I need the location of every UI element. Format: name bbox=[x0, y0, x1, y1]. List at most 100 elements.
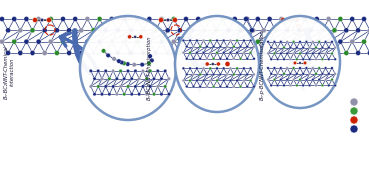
Circle shape bbox=[206, 57, 208, 60]
Circle shape bbox=[242, 79, 245, 82]
Ellipse shape bbox=[175, 16, 259, 112]
Circle shape bbox=[226, 85, 228, 88]
Circle shape bbox=[324, 52, 327, 55]
Circle shape bbox=[318, 67, 321, 69]
Circle shape bbox=[315, 46, 317, 49]
Circle shape bbox=[249, 67, 252, 70]
Circle shape bbox=[326, 16, 331, 22]
Circle shape bbox=[244, 39, 248, 44]
Circle shape bbox=[158, 17, 163, 22]
Circle shape bbox=[280, 67, 282, 69]
Circle shape bbox=[115, 93, 118, 96]
Circle shape bbox=[93, 93, 96, 96]
Circle shape bbox=[167, 93, 170, 96]
Circle shape bbox=[338, 16, 343, 22]
Circle shape bbox=[267, 52, 269, 55]
Circle shape bbox=[220, 16, 225, 22]
Circle shape bbox=[109, 39, 114, 44]
Circle shape bbox=[202, 79, 205, 82]
Circle shape bbox=[242, 51, 245, 54]
Ellipse shape bbox=[80, 16, 176, 120]
Circle shape bbox=[229, 79, 232, 82]
Circle shape bbox=[285, 28, 290, 33]
Circle shape bbox=[138, 93, 141, 96]
Circle shape bbox=[294, 17, 300, 22]
Circle shape bbox=[192, 57, 195, 60]
Circle shape bbox=[209, 51, 211, 54]
Circle shape bbox=[215, 79, 218, 82]
Circle shape bbox=[202, 51, 205, 54]
Circle shape bbox=[202, 28, 207, 33]
Circle shape bbox=[209, 67, 211, 70]
Circle shape bbox=[6, 28, 11, 33]
Circle shape bbox=[324, 40, 327, 43]
Circle shape bbox=[6, 50, 11, 56]
Circle shape bbox=[214, 50, 219, 56]
Circle shape bbox=[189, 67, 192, 70]
Circle shape bbox=[152, 77, 156, 80]
Circle shape bbox=[267, 40, 269, 43]
Circle shape bbox=[324, 67, 327, 69]
Circle shape bbox=[103, 28, 108, 33]
Circle shape bbox=[67, 50, 72, 56]
Circle shape bbox=[292, 67, 295, 69]
Circle shape bbox=[236, 51, 238, 54]
Circle shape bbox=[273, 67, 276, 69]
Circle shape bbox=[130, 93, 133, 96]
Circle shape bbox=[85, 16, 90, 22]
Circle shape bbox=[249, 39, 252, 42]
Circle shape bbox=[223, 51, 225, 54]
Circle shape bbox=[236, 79, 238, 82]
Circle shape bbox=[331, 67, 333, 69]
FancyArrowPatch shape bbox=[75, 31, 111, 87]
Circle shape bbox=[356, 28, 361, 33]
Circle shape bbox=[12, 16, 17, 22]
Circle shape bbox=[273, 78, 276, 81]
Circle shape bbox=[97, 39, 102, 44]
Circle shape bbox=[183, 39, 189, 44]
Circle shape bbox=[253, 85, 255, 88]
Circle shape bbox=[167, 77, 170, 80]
Circle shape bbox=[279, 39, 284, 44]
Circle shape bbox=[129, 28, 134, 33]
Circle shape bbox=[331, 52, 333, 55]
Circle shape bbox=[123, 93, 126, 96]
Circle shape bbox=[331, 78, 333, 81]
Circle shape bbox=[206, 73, 208, 76]
Circle shape bbox=[296, 58, 298, 60]
Circle shape bbox=[189, 79, 192, 82]
Circle shape bbox=[208, 16, 213, 22]
Circle shape bbox=[0, 16, 4, 22]
Circle shape bbox=[232, 45, 235, 48]
Circle shape bbox=[192, 45, 195, 48]
Circle shape bbox=[205, 62, 209, 66]
Circle shape bbox=[251, 28, 256, 33]
Circle shape bbox=[292, 78, 295, 81]
Circle shape bbox=[321, 73, 324, 75]
Circle shape bbox=[147, 16, 152, 22]
Circle shape bbox=[253, 73, 255, 76]
Circle shape bbox=[48, 39, 53, 44]
Circle shape bbox=[338, 39, 343, 44]
Circle shape bbox=[153, 50, 158, 56]
Circle shape bbox=[108, 93, 111, 96]
Circle shape bbox=[165, 28, 170, 33]
Circle shape bbox=[286, 67, 289, 69]
Circle shape bbox=[350, 98, 358, 106]
Circle shape bbox=[163, 69, 167, 73]
Circle shape bbox=[253, 45, 255, 48]
FancyArrowPatch shape bbox=[303, 31, 314, 71]
Circle shape bbox=[273, 50, 278, 56]
Circle shape bbox=[147, 61, 151, 66]
Circle shape bbox=[125, 62, 130, 66]
Circle shape bbox=[220, 39, 225, 44]
Circle shape bbox=[185, 57, 188, 60]
Circle shape bbox=[134, 85, 137, 88]
Circle shape bbox=[315, 58, 317, 60]
Circle shape bbox=[223, 67, 225, 70]
Circle shape bbox=[267, 78, 269, 81]
Circle shape bbox=[299, 67, 301, 69]
Circle shape bbox=[321, 46, 324, 49]
Circle shape bbox=[276, 58, 279, 60]
Circle shape bbox=[103, 50, 108, 56]
